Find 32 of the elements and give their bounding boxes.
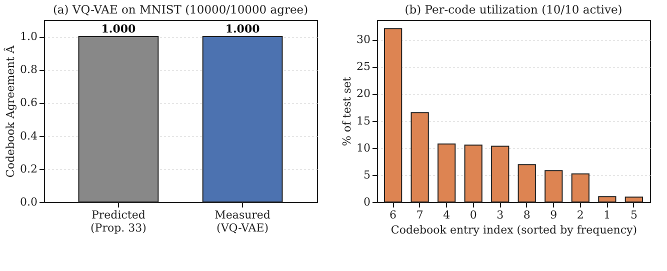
x-tick-label: 2 <box>576 208 584 222</box>
x-tick-label: 8 <box>523 208 530 222</box>
x-tick-label: 5 <box>630 208 638 222</box>
x-tick-label: 4 <box>443 208 450 222</box>
x-tick-label: 7 <box>416 208 424 222</box>
y-tick-label: 0.8 <box>20 63 38 76</box>
y-tick-label: 10 <box>356 141 370 154</box>
y-tick-label: 0.0 <box>20 196 38 208</box>
x-tick-label: 6 <box>390 208 397 222</box>
y-tick-label: 0 <box>364 196 370 208</box>
y-tick-label: 20 <box>356 87 370 100</box>
chart-title: (a) VQ-VAE on MNIST (10000/10000 agree) <box>52 2 308 16</box>
y-tick-label: 5 <box>364 168 370 182</box>
x-tick-label: Measured (VQ-VAE) <box>214 208 270 234</box>
x-axis-title: Codebook entry index (sorted by frequency) <box>390 224 638 236</box>
x-tick-label: 1 <box>604 208 611 222</box>
x-tick-label: 0 <box>470 208 477 222</box>
y-axis-title: Codebook Agreement Â <box>3 44 18 178</box>
y-tick-label: 0.6 <box>20 96 38 110</box>
y-tick-label: 25 <box>356 60 370 74</box>
y-axis-title: % of test set <box>340 76 354 146</box>
data-label: 1.000 <box>225 22 260 36</box>
data-label: 1.000 <box>101 22 136 36</box>
y-tick-label: 0.4 <box>20 129 38 142</box>
y-tick-label: 30 <box>356 33 370 46</box>
y-tick-label: 15 <box>356 114 370 128</box>
x-tick-label: Predicted (Prop. 33) <box>90 208 146 234</box>
y-tick-label: 1.0 <box>20 30 38 44</box>
chart-title: (b) Per-code utilization (10/10 active) <box>404 2 622 16</box>
x-tick-label: 9 <box>550 208 558 222</box>
x-tick-label: 3 <box>496 208 504 222</box>
y-tick-label: 0.2 <box>20 162 38 176</box>
